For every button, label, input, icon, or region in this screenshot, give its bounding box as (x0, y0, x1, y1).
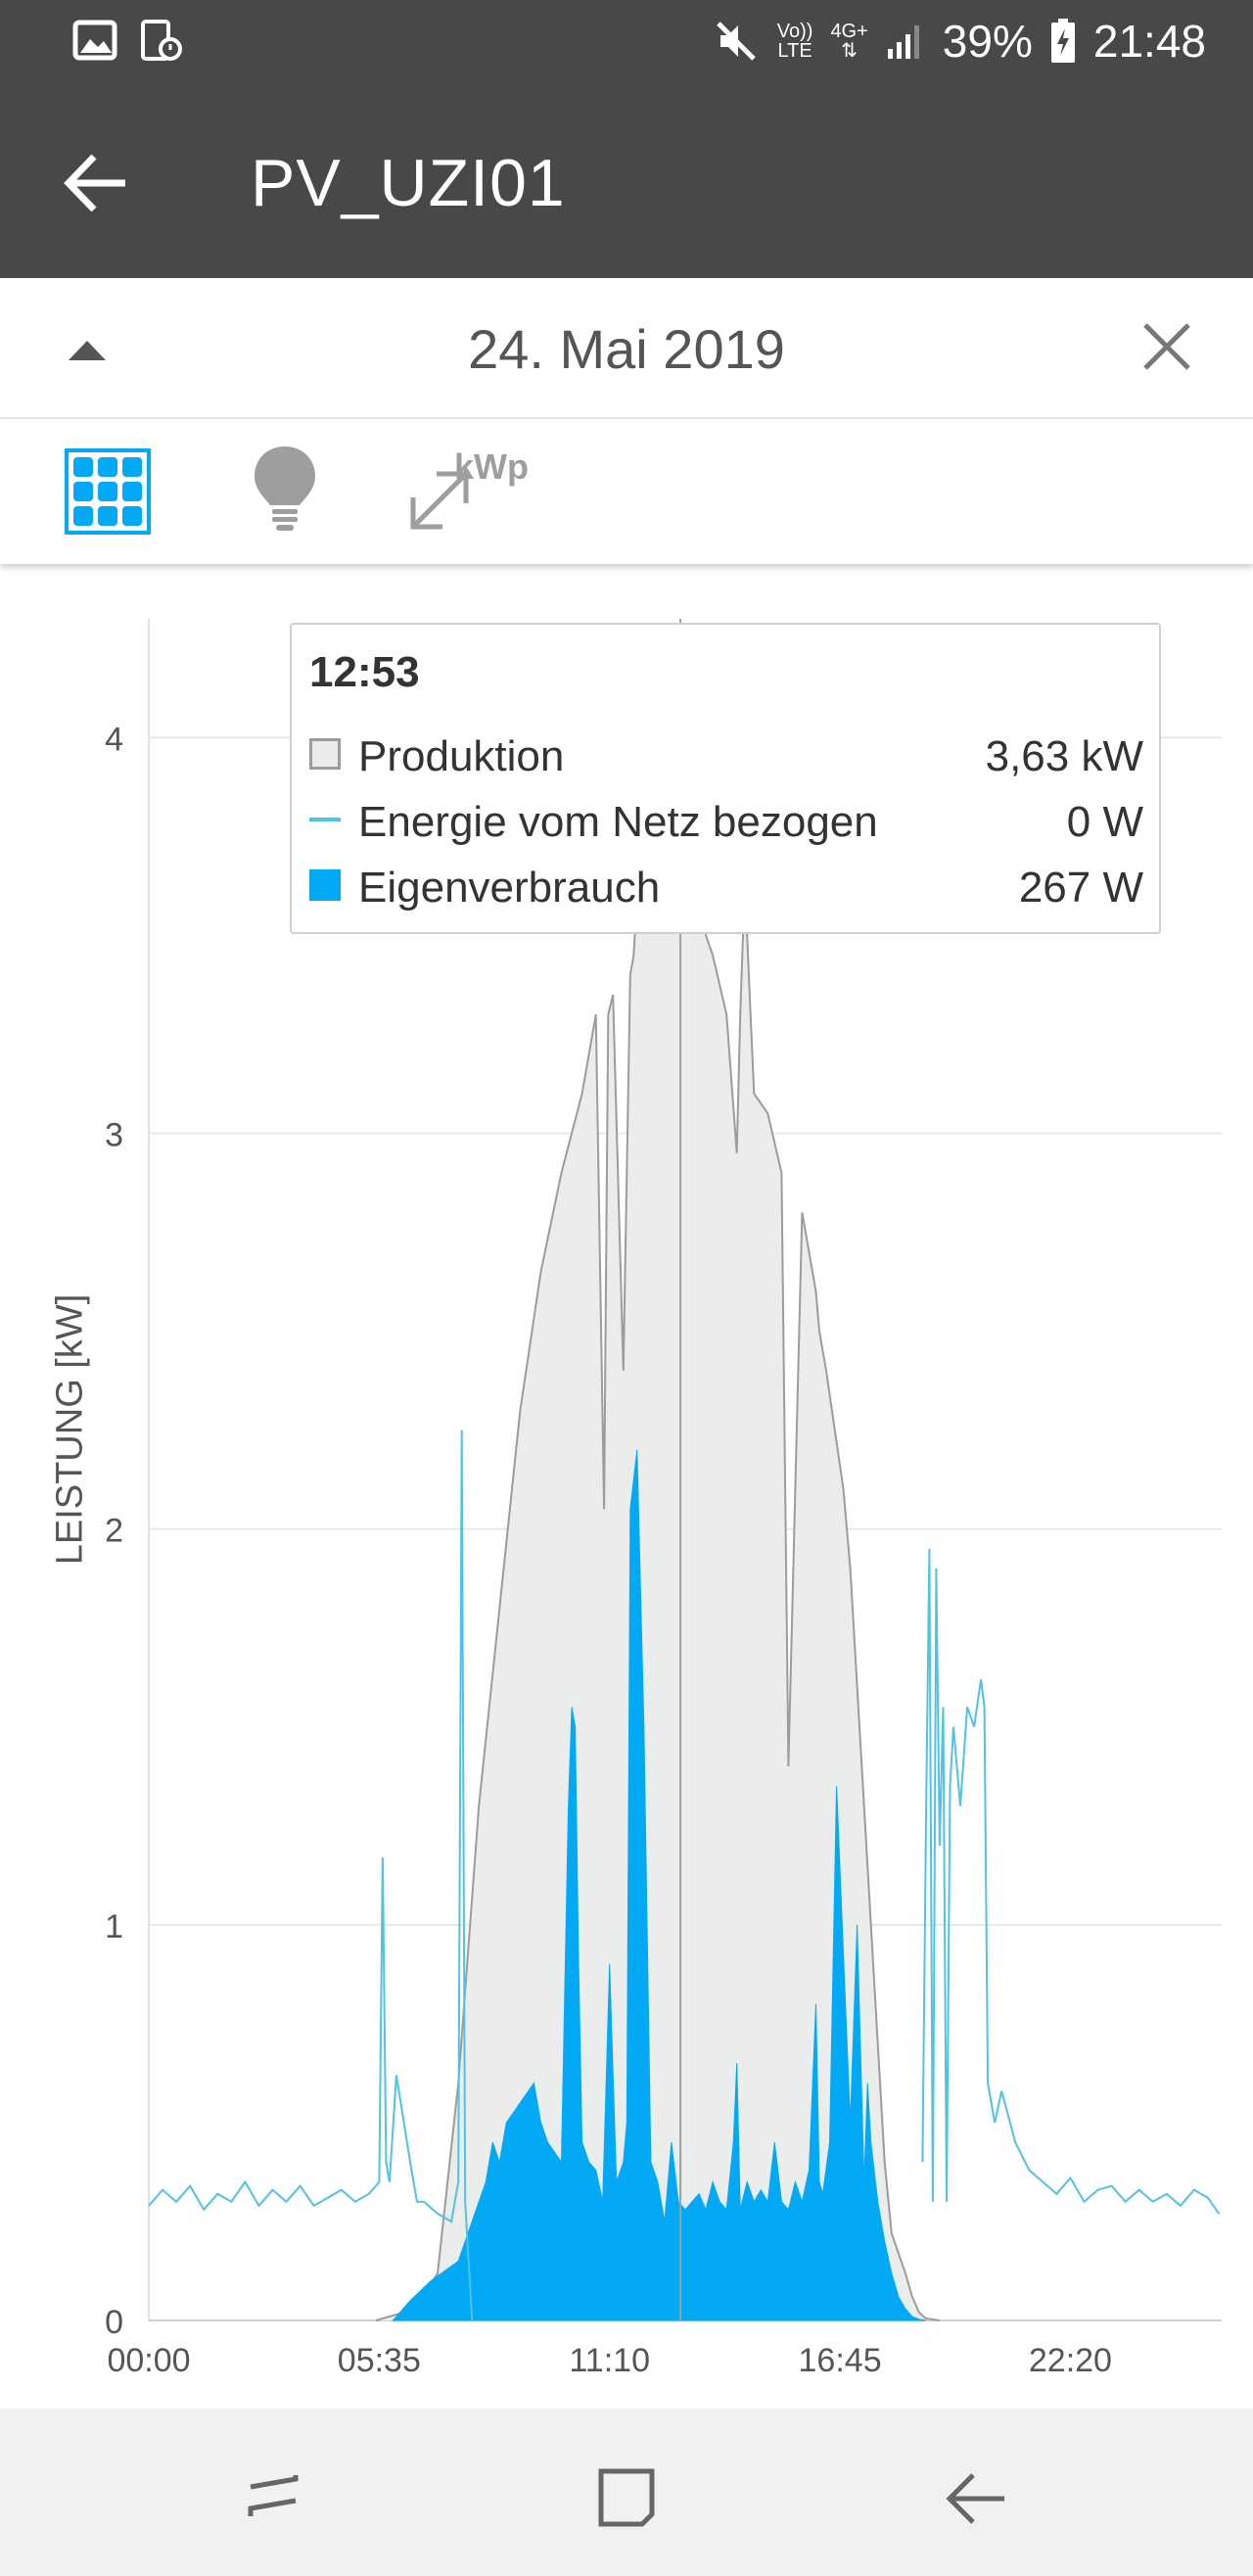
clock: 21:48 (1092, 16, 1206, 67)
view-toggle-bar: kWp (0, 419, 1253, 564)
back-button[interactable] (63, 149, 131, 217)
x-tick-label: 05:35 (338, 2342, 421, 2379)
tooltip-row-produktion: Produktion 3,63 kW (309, 726, 1143, 785)
recent-apps-button[interactable] (237, 2458, 315, 2536)
close-icon (1143, 323, 1190, 370)
x-tick-label: 22:20 (1029, 2342, 1112, 2379)
chart-tooltip: 12:53 Produktion 3,63 kW Energie vom Net… (290, 623, 1161, 934)
collapse-button[interactable] (63, 331, 112, 366)
x-tick-label: 00:00 (107, 2342, 190, 2379)
system-nav-bar (0, 2409, 1253, 2576)
solar-panel-toggle[interactable] (65, 448, 151, 539)
produktion-line (375, 874, 941, 2321)
tooltip-row-netz: Energie vom Netz bezogen 0 W (309, 792, 1143, 851)
volte-bottom-label: LTE (777, 40, 812, 62)
page-title: PV_UZI01 (251, 146, 566, 220)
volte-indicator: Vo)) LTE (777, 22, 813, 61)
tooltip-value: 3,63 kW (985, 732, 1143, 780)
tooltip-value: 267 W (1018, 864, 1143, 912)
netz-line (921, 1548, 1221, 2215)
back-arrow-icon (946, 2473, 1004, 2524)
kwp-label: kWp (454, 446, 529, 487)
arrow-left-icon (64, 154, 125, 212)
home-square-icon (598, 2468, 655, 2527)
kwp-scale-toggle[interactable]: kWp (405, 446, 542, 544)
y-axis-label: LEISTUNG [kW] (49, 1293, 91, 1566)
battery-charging-icon (1050, 19, 1075, 63)
date-selector: 24. Mai 2019 (0, 278, 1253, 419)
date-label[interactable]: 24. Mai 2019 (468, 318, 785, 380)
screenshot-notification-icon (141, 20, 182, 61)
solar-panel-icon (65, 448, 151, 535)
netz-line (148, 1429, 474, 2321)
gallery-notification-icon (72, 20, 117, 61)
battery-percent: 39% (942, 16, 1033, 67)
network-type-label: 4G+ (830, 21, 868, 42)
y-tick-label: 0 (105, 2304, 123, 2341)
resize-diagonal-icon (410, 471, 469, 530)
tooltip-value: 0 W (1066, 798, 1143, 846)
tooltip-label: Energie vom Netz bezogen (358, 798, 878, 846)
signal-strength-icon (887, 25, 919, 59)
status-bar: Vo)) LTE 4G+ ⇅ 39% 21:48 (0, 0, 1253, 82)
network-type: 4G+ ⇅ (830, 22, 867, 61)
y-tick-label: 1 (105, 1908, 123, 1945)
light-bulb-icon (255, 446, 315, 531)
close-button[interactable] (1141, 321, 1192, 372)
mute-icon (716, 22, 756, 61)
triangle-up-icon (69, 341, 106, 360)
home-button[interactable] (587, 2458, 666, 2536)
volte-top-label: Vo)) (776, 21, 813, 42)
x-tick-label: 11:10 (569, 2342, 650, 2379)
produktion-swatch-icon (309, 738, 341, 770)
produktion-area (375, 875, 940, 2321)
tooltip-label: Produktion (358, 732, 565, 780)
system-back-button[interactable] (938, 2458, 1016, 2536)
app-bar: PV_UZI01 (0, 82, 1253, 278)
netz-line-swatch-icon (309, 818, 341, 821)
eigenverbrauch-area (392, 1449, 926, 2321)
y-tick-label: 4 (105, 721, 123, 758)
network-arrows-icon: ⇅ (841, 40, 858, 62)
x-tick-label: 16:45 (799, 2342, 882, 2379)
consumption-toggle[interactable] (253, 445, 317, 539)
y-tick-label: 3 (105, 1116, 123, 1153)
eigenverbrauch-swatch-icon (309, 869, 341, 901)
recent-apps-icon (248, 2475, 299, 2516)
y-tick-label: 2 (105, 1513, 123, 1550)
tooltip-row-eigenverbrauch: Eigenverbrauch 267 W (309, 858, 1143, 916)
tooltip-time: 12:53 (309, 648, 420, 696)
tooltip-label: Eigenverbrauch (358, 864, 661, 912)
